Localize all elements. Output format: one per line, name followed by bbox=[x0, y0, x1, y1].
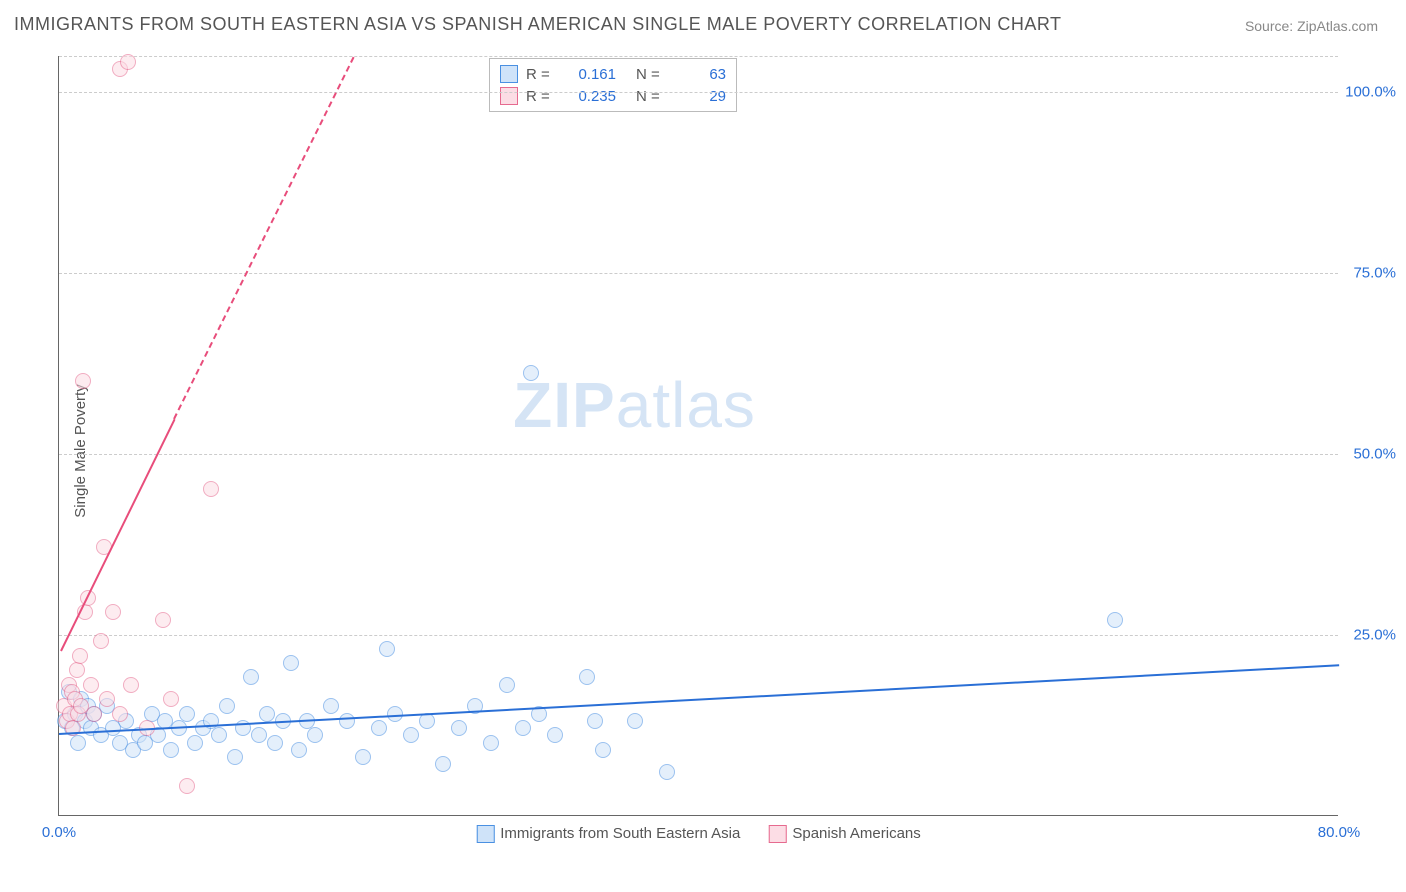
trendline-extrapolated bbox=[173, 57, 354, 420]
chart-title: IMMIGRANTS FROM SOUTH EASTERN ASIA VS SP… bbox=[14, 14, 1062, 35]
data-point bbox=[112, 706, 128, 722]
data-point bbox=[75, 373, 91, 389]
data-point bbox=[72, 648, 88, 664]
data-point bbox=[219, 698, 235, 714]
data-point bbox=[579, 669, 595, 685]
data-point bbox=[163, 691, 179, 707]
source-label: Source: ZipAtlas.com bbox=[1245, 18, 1378, 34]
legend-correlation: R = 0.161 N = 63 R = 0.235 N = 29 bbox=[489, 58, 737, 112]
chart-area: Single Male Poverty ZIPatlas R =0.161N =… bbox=[48, 56, 1368, 846]
data-point bbox=[120, 54, 136, 70]
legend-r-value: 0.161 bbox=[566, 66, 616, 83]
data-point bbox=[163, 742, 179, 758]
data-point bbox=[483, 735, 499, 751]
gridline bbox=[59, 92, 1338, 93]
data-point bbox=[227, 749, 243, 765]
legend-swatch bbox=[768, 825, 786, 843]
data-point bbox=[587, 713, 603, 729]
data-point bbox=[595, 742, 611, 758]
data-point bbox=[499, 677, 515, 693]
gridline bbox=[59, 56, 1338, 57]
data-point bbox=[203, 481, 219, 497]
data-point bbox=[155, 612, 171, 628]
legend-item: Spanish Americans bbox=[768, 825, 920, 843]
data-point bbox=[435, 756, 451, 772]
data-point bbox=[70, 735, 86, 751]
legend-label: Spanish Americans bbox=[792, 825, 920, 842]
y-tick-label: 50.0% bbox=[1353, 446, 1396, 463]
data-point bbox=[105, 604, 121, 620]
gridline bbox=[59, 635, 1338, 636]
legend-row: R = 0.161 N = 63 bbox=[500, 63, 726, 85]
data-point bbox=[379, 641, 395, 657]
legend-n-value: 29 bbox=[676, 88, 726, 105]
data-point bbox=[83, 677, 99, 693]
data-point bbox=[187, 735, 203, 751]
data-point bbox=[515, 720, 531, 736]
watermark: ZIPatlas bbox=[513, 368, 756, 442]
legend-n-label: N = bbox=[636, 88, 668, 105]
legend-item: Immigrants from South Eastern Asia bbox=[476, 825, 740, 843]
gridline bbox=[59, 454, 1338, 455]
legend-swatch bbox=[476, 825, 494, 843]
data-point bbox=[659, 764, 675, 780]
data-point bbox=[243, 669, 259, 685]
data-point bbox=[323, 698, 339, 714]
data-point bbox=[179, 706, 195, 722]
legend-n-value: 63 bbox=[676, 66, 726, 83]
data-point bbox=[179, 778, 195, 794]
data-point bbox=[371, 720, 387, 736]
data-point bbox=[99, 691, 115, 707]
legend-swatch bbox=[500, 65, 518, 83]
data-point bbox=[93, 633, 109, 649]
data-point bbox=[259, 706, 275, 722]
data-point bbox=[267, 735, 283, 751]
data-point bbox=[211, 727, 227, 743]
data-point bbox=[69, 662, 85, 678]
data-point bbox=[307, 727, 323, 743]
data-point bbox=[283, 655, 299, 671]
data-point bbox=[451, 720, 467, 736]
legend-label: Immigrants from South Eastern Asia bbox=[500, 825, 740, 842]
data-point bbox=[339, 713, 355, 729]
legend-r-value: 0.235 bbox=[566, 88, 616, 105]
data-point bbox=[627, 713, 643, 729]
data-point bbox=[355, 749, 371, 765]
data-point bbox=[123, 677, 139, 693]
y-tick-label: 25.0% bbox=[1353, 627, 1396, 644]
data-point bbox=[86, 706, 102, 722]
data-point bbox=[523, 365, 539, 381]
data-point bbox=[1107, 612, 1123, 628]
data-point bbox=[251, 727, 267, 743]
legend-row: R = 0.235 N = 29 bbox=[500, 85, 726, 107]
legend-n-label: N = bbox=[636, 66, 668, 83]
data-point bbox=[291, 742, 307, 758]
legend-r-label: R = bbox=[526, 66, 558, 83]
x-tick-label: 0.0% bbox=[42, 824, 76, 841]
y-tick-label: 100.0% bbox=[1345, 84, 1396, 101]
gridline bbox=[59, 273, 1338, 274]
x-tick-label: 80.0% bbox=[1318, 824, 1361, 841]
y-tick-label: 75.0% bbox=[1353, 265, 1396, 282]
legend-series: Immigrants from South Eastern Asia Spanis… bbox=[476, 825, 921, 843]
data-point bbox=[547, 727, 563, 743]
plot-region: ZIPatlas R =0.161N =63R =0.235N =29 Immi… bbox=[58, 56, 1338, 816]
data-point bbox=[403, 727, 419, 743]
legend-swatch bbox=[500, 87, 518, 105]
legend-r-label: R = bbox=[526, 88, 558, 105]
watermark-atlas: atlas bbox=[616, 369, 756, 441]
